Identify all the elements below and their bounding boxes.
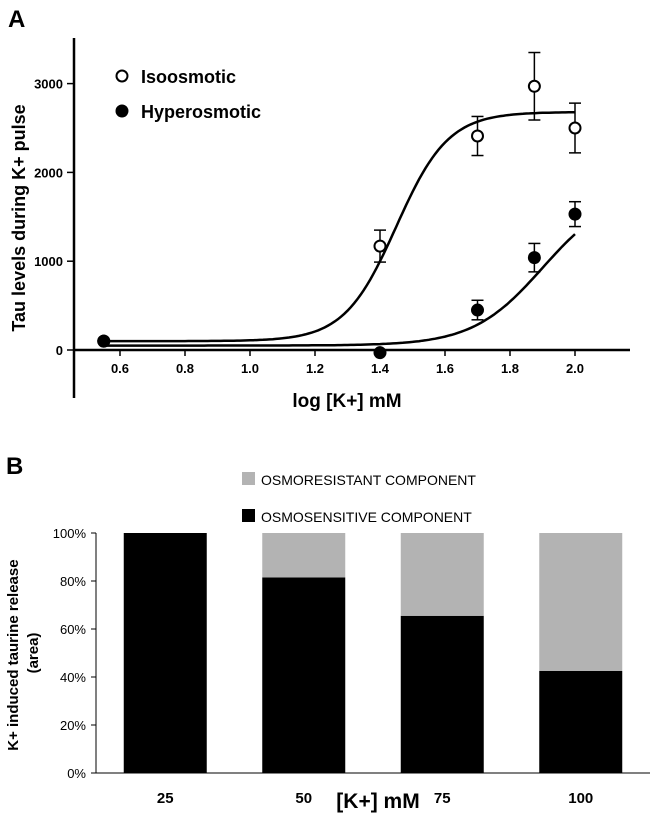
panel-a: A 0.6 0.8 1.0 1.2 1.4 1.6 1.8 2.0 0 1000 2000 3000… [8, 6, 630, 412]
panel-a-y-ticks: 0 1000 2000 3000 [34, 77, 74, 358]
y-tick-label: 0 [56, 343, 63, 358]
x-tick-label: 0.8 [176, 361, 194, 376]
bar-osmosensitive [400, 615, 484, 773]
x-tick-label: 1.4 [371, 361, 390, 376]
legend-label-osmosensitive: OSMOSENSITIVE COMPONENT [261, 509, 472, 525]
legend-label-isoosmotic: Isoosmotic [141, 67, 236, 87]
x-tick-label: 25 [157, 790, 174, 807]
panel-a-x-ticks: 0.6 0.8 1.0 1.2 1.4 1.6 1.8 2.0 [111, 350, 584, 376]
panel-a-label: A [8, 6, 25, 33]
legend-swatch-osmoresistant [242, 472, 255, 485]
x-tick-label: 1.2 [306, 361, 324, 376]
y-tick-label: 60% [60, 622, 86, 637]
panel-a-x-axis-label: log [K+] mM [292, 391, 401, 412]
bar-osmoresistant [539, 533, 623, 671]
x-tick-label: 1.0 [241, 361, 259, 376]
panel-b-label: B [6, 453, 23, 480]
x-tick-label: 100 [568, 790, 593, 807]
panel-b-y-axis-label-line1: K+ induced taurine release [5, 559, 22, 750]
fit-curve-hyperosmotic [103, 233, 576, 347]
panel-b-x-axis-label: [K+] mM [336, 790, 419, 813]
panel-b-y-axis-label: K+ induced taurine release (area) [5, 555, 42, 751]
data-point-isoosmotic [527, 79, 541, 93]
bar-osmosensitive [539, 671, 623, 773]
y-tick-label: 1000 [34, 254, 63, 269]
data-point-hyperosmotic [97, 334, 111, 348]
x-tick-label: 2.0 [566, 361, 584, 376]
data-point-hyperosmotic [527, 251, 541, 265]
panel-b-legend: OSMORESISTANT COMPONENT OSMOSENSITIVE CO… [242, 472, 476, 525]
y-tick-label: 40% [60, 670, 86, 685]
x-tick-label: 75 [434, 790, 451, 807]
data-point-isoosmotic [373, 239, 387, 253]
panel-a-data-points [97, 79, 582, 360]
bar-osmosensitive [262, 577, 346, 773]
panel-a-error-bars [374, 51, 581, 321]
legend-label-osmoresistant: OSMORESISTANT COMPONENT [261, 472, 476, 488]
legend-marker-isoosmotic [115, 69, 129, 83]
fit-curve-isoosmotic [103, 111, 575, 343]
bar-osmoresistant [262, 533, 346, 578]
y-tick-label: 2000 [34, 165, 63, 180]
x-tick-label: 1.8 [501, 361, 519, 376]
data-point-hyperosmotic [471, 303, 484, 317]
x-tick-label: 1.6 [436, 361, 454, 376]
panel-b-x-ticks: 25 50 75 100 [157, 790, 593, 807]
legend-label-hyperosmotic: Hyperosmotic [141, 102, 261, 122]
y-tick-label: 100% [53, 526, 87, 541]
legend-marker-hyperosmotic [115, 104, 129, 118]
legend-swatch-osmosensitive [242, 509, 255, 522]
panel-b: B OSMORESISTANT COMPONENT OSMOSENSITIVE … [5, 453, 650, 813]
data-point-isoosmotic [471, 129, 484, 143]
panel-b-bars [123, 533, 623, 773]
data-point-hyperosmotic [568, 207, 582, 221]
y-tick-label: 3000 [34, 77, 63, 92]
y-tick-label: 20% [60, 718, 86, 733]
panel-a-y-axis-label: Tau levels during K+ pulse [9, 104, 29, 331]
x-tick-label: 0.6 [111, 361, 129, 376]
x-tick-label: 50 [295, 790, 312, 807]
panel-b-y-axis-label-line2: (area) [25, 633, 42, 674]
panel-a-fit-curves [103, 111, 576, 347]
panel-b-y-ticks: 0% 20% 40% 60% 80% 100% [53, 526, 96, 781]
y-tick-label: 80% [60, 574, 86, 589]
y-tick-label: 0% [67, 766, 86, 781]
bar-osmosensitive [123, 533, 207, 773]
data-point-isoosmotic [568, 121, 582, 135]
bar-osmoresistant [400, 533, 484, 616]
panel-a-legend: Isoosmotic Hyperosmotic [115, 67, 261, 122]
data-point-hyperosmotic [373, 346, 387, 360]
